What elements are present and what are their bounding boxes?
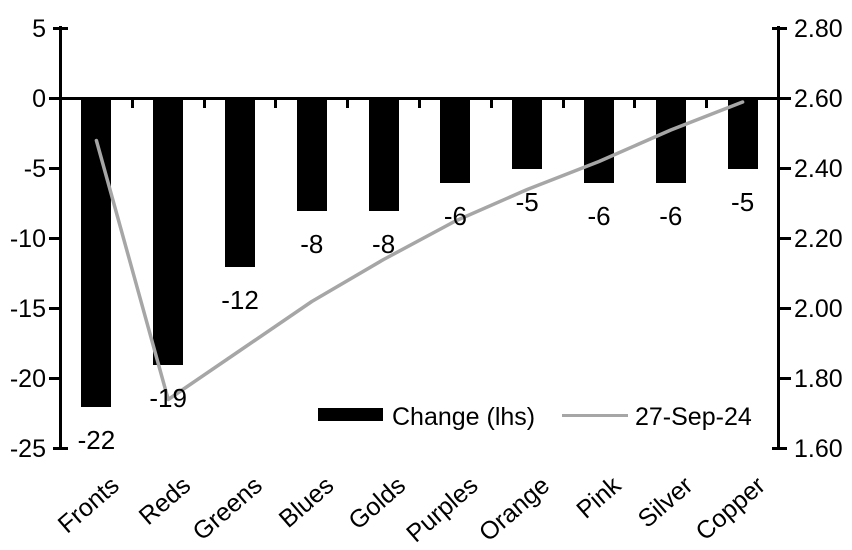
left-axis-tick	[48, 377, 61, 380]
right-axis-label: 2.60	[794, 84, 843, 113]
left-axis-tick	[52, 27, 68, 30]
bar	[225, 98, 255, 267]
category-tick	[561, 98, 565, 108]
right-axis-label: 1.80	[794, 364, 843, 393]
bar-data-label: -22	[77, 424, 116, 455]
bar-data-label: -8	[300, 228, 324, 259]
right-axis-tick	[771, 447, 787, 450]
legend-label-change: Change (lhs)	[392, 403, 536, 431]
right-axis-tick	[778, 237, 791, 240]
bar	[440, 98, 471, 183]
left-axis-tick	[52, 447, 68, 450]
right-axis-label: 2.40	[794, 154, 843, 183]
bar-data-label: -6	[443, 200, 467, 231]
left-axis-label: -15	[9, 294, 46, 323]
left-axis-tick	[48, 97, 61, 100]
bar-data-label: -5	[731, 186, 755, 217]
left-axis-label: 0	[32, 84, 46, 113]
bar	[81, 98, 112, 407]
left-axis-tick	[48, 167, 61, 170]
right-axis-tick	[778, 307, 791, 310]
bar	[727, 98, 758, 169]
category-tick	[489, 98, 493, 108]
category-tick	[418, 98, 421, 108]
left-axis-tick	[48, 307, 61, 310]
left-axis-label: -20	[9, 364, 46, 393]
right-axis-label: 2.00	[794, 294, 843, 323]
right-axis-tick	[778, 167, 791, 170]
right-axis-label: 1.60	[794, 434, 843, 463]
left-axis-tick	[48, 237, 61, 240]
left-axis-line	[59, 26, 62, 450]
bar	[512, 98, 543, 169]
bar	[153, 98, 184, 365]
line-series-27-sep-24	[94, 100, 745, 402]
left-axis-label: -5	[23, 154, 46, 183]
category-tick	[705, 98, 709, 108]
category-tick	[633, 98, 637, 108]
bar	[655, 98, 686, 183]
category-tick	[130, 98, 134, 108]
bar-data-label: -6	[659, 200, 683, 231]
bar-data-label: -12	[221, 284, 259, 315]
bar-data-label: -8	[372, 228, 396, 259]
legend-label-date: 27-Sep-24	[635, 403, 752, 431]
category-tick	[346, 98, 350, 108]
right-axis-label: 2.80	[794, 14, 843, 43]
legend-line-swatch	[562, 414, 628, 417]
left-axis-label: 5	[32, 14, 46, 43]
bar-data-label: -5	[515, 186, 539, 217]
bar	[368, 98, 399, 211]
bar-data-label: -19	[149, 382, 187, 413]
left-axis-label: -25	[9, 434, 46, 463]
legend-bar-swatch	[318, 408, 383, 421]
right-axis-tick	[778, 377, 791, 380]
bar	[584, 98, 614, 183]
bar-data-label: -6	[587, 200, 611, 231]
bar	[296, 98, 327, 211]
left-axis-label: -10	[9, 224, 46, 253]
category-tick	[202, 98, 206, 108]
right-axis-label: 2.20	[794, 224, 843, 253]
category-tick	[274, 98, 278, 108]
right-axis-tick	[771, 27, 787, 30]
right-axis-tick	[778, 97, 791, 100]
